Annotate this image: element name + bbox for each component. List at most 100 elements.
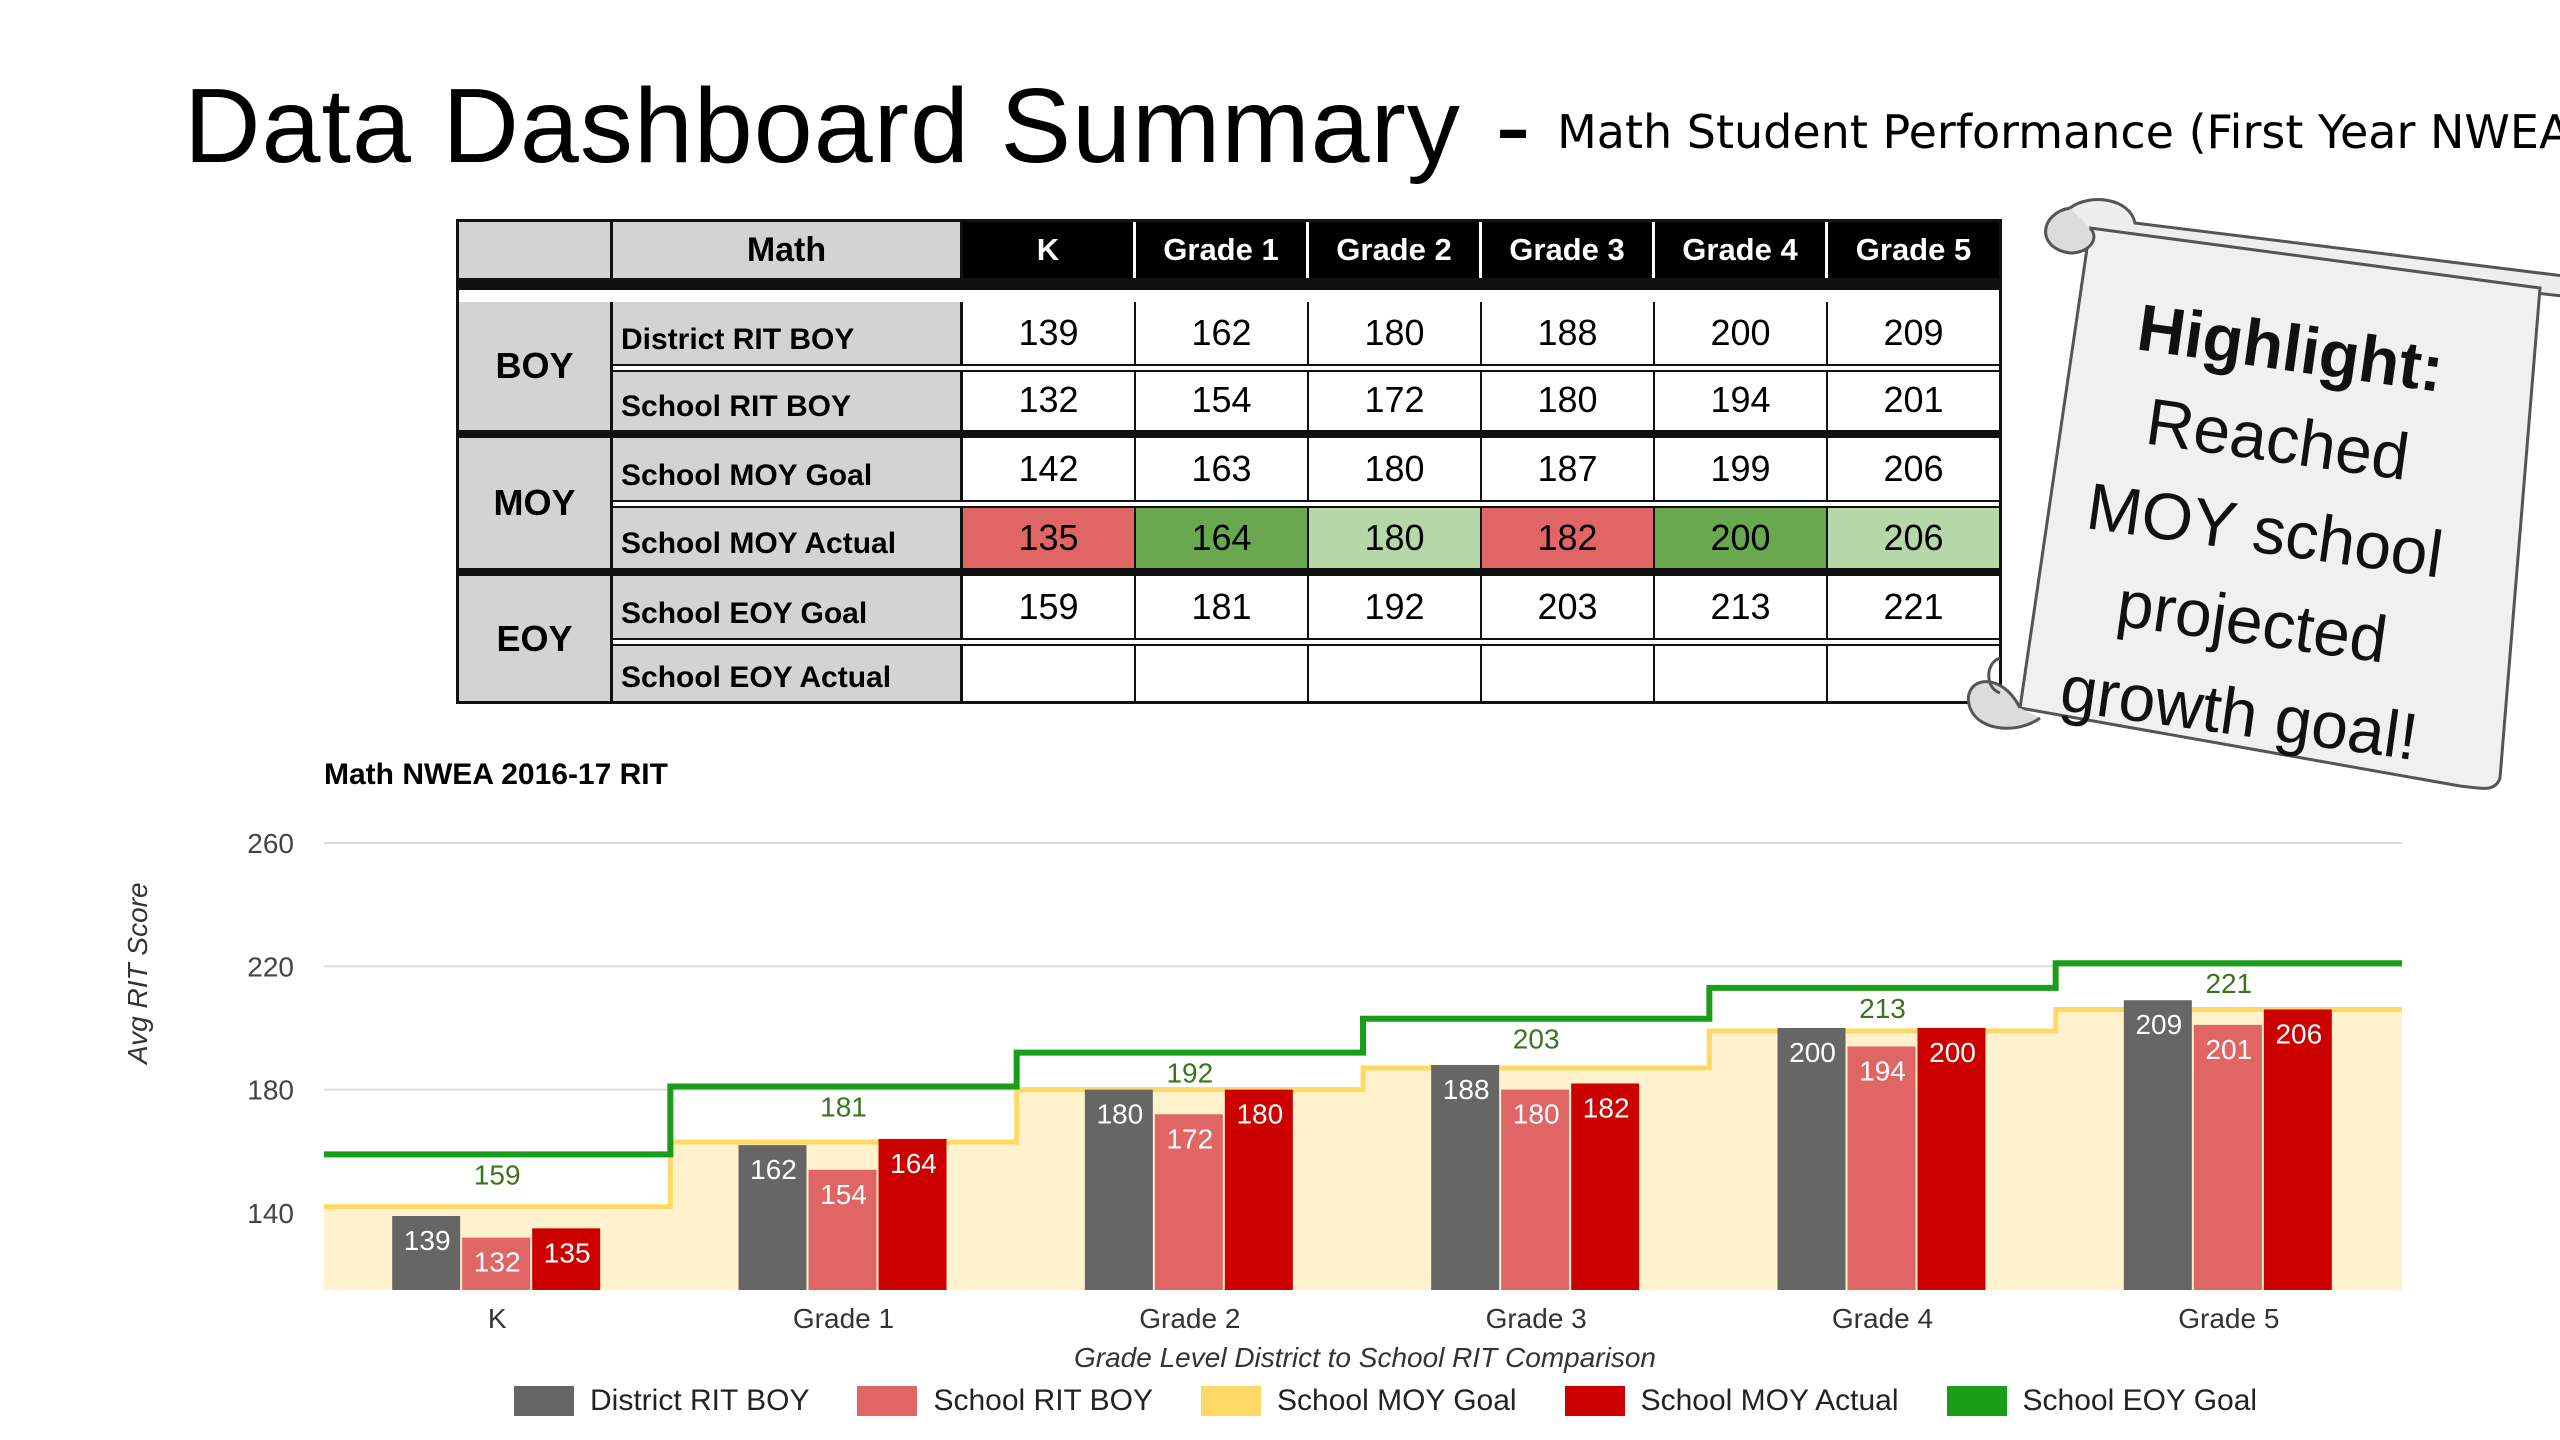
table-cell: 135	[963, 508, 1136, 568]
scroll-graphic	[1966, 198, 2560, 790]
performance-table: Math K Grade 1 Grade 2 Grade 3 Grade 4 G…	[456, 219, 2002, 704]
x-tick-label: K	[488, 1303, 507, 1334]
row-label: School MOY Actual	[613, 506, 963, 568]
table-cell: 172	[1309, 370, 1482, 430]
column-header: Grade 2	[1309, 222, 1482, 278]
data-label: 206	[2275, 1018, 2322, 1049]
table-cell: 180	[1309, 438, 1482, 500]
table-cell: 180	[1309, 302, 1482, 364]
data-label: 201	[2205, 1034, 2252, 1065]
y-tick-label: 140	[247, 1198, 294, 1229]
y-tick-label: 220	[247, 951, 294, 982]
table-cell: 192	[1309, 576, 1482, 638]
data-label: 172	[1166, 1123, 1213, 1154]
y-axis-label: Avg RIT Score	[122, 882, 153, 1064]
legend-item: School MOY Goal	[1201, 1384, 1517, 1418]
x-tick-label: Grade 1	[793, 1303, 894, 1334]
table-cell: 154	[1136, 370, 1309, 430]
table-cell: 162	[1136, 302, 1309, 364]
legend-swatch	[1564, 1386, 1625, 1416]
table-cell: 188	[1482, 302, 1655, 364]
x-tick-label: Grade 2	[1139, 1303, 1240, 1334]
data-label: 188	[1443, 1074, 1490, 1105]
chart-legend: District RIT BOY School RIT BOY School MOY…	[514, 1384, 2305, 1418]
bar-school-rit-boy	[2193, 1024, 2262, 1290]
table-corner-label: Math	[613, 222, 963, 278]
row-label: School EOY Goal	[613, 576, 963, 638]
bar-district-rit-boy	[1777, 1027, 1846, 1290]
x-tick-label: Grade 4	[1832, 1303, 1933, 1334]
data-label: 132	[474, 1247, 521, 1278]
table-cell: 181	[1136, 576, 1309, 638]
table-cell	[1136, 646, 1309, 701]
data-label: 200	[1789, 1037, 1836, 1068]
column-header: Grade 3	[1482, 222, 1655, 278]
legend-label: School RIT BOY	[933, 1384, 1154, 1417]
table-cell	[963, 646, 1136, 701]
group-label-boy: BOY	[459, 302, 613, 430]
bar-school-moy-actual	[532, 1228, 601, 1290]
bar-district-rit-boy	[738, 1145, 807, 1290]
bar-school-moy-actual	[878, 1138, 947, 1290]
legend-label: School EOY Goal	[2022, 1384, 2258, 1417]
legend-swatch	[514, 1386, 574, 1416]
bar-school-rit-boy	[462, 1237, 531, 1290]
page-subtitle: Math Student Performance (First Year NWE…	[1557, 105, 2560, 159]
table-cell: 180	[1309, 508, 1482, 568]
table-cell	[1309, 646, 1482, 701]
legend-label: District RIT BOY	[590, 1384, 810, 1417]
table-cell: 206	[1883, 448, 1944, 489]
data-label: 194	[1859, 1055, 1906, 1086]
eoy-goal-label: 203	[1513, 1024, 1560, 1055]
eoy-goal-label: 159	[474, 1159, 521, 1190]
x-tick-label: Grade 3	[1486, 1303, 1587, 1334]
bar-school-rit-boy	[1501, 1089, 1570, 1290]
bar-district-rit-boy	[1431, 1064, 1500, 1290]
table-cell: 221	[1883, 586, 1944, 627]
data-label: 209	[2135, 1009, 2182, 1040]
bar-district-rit-boy	[392, 1216, 461, 1290]
table-cell: 200	[1655, 302, 1828, 364]
header-divider	[459, 278, 1999, 290]
x-axis-title: Grade Level District to School RIT Compa…	[1074, 1342, 1656, 1373]
eoy-goal-label: 192	[1166, 1058, 1213, 1089]
data-label: 135	[544, 1237, 591, 1268]
data-label: 180	[1236, 1099, 1283, 1130]
eoy-goal-line	[324, 960, 2402, 1158]
data-label: 200	[1929, 1037, 1976, 1068]
table-cell	[1482, 646, 1655, 701]
data-label: 139	[404, 1225, 451, 1256]
table-cell: 164	[1136, 508, 1309, 568]
page-title-row: Data Dashboard Summary - Math Student Pe…	[184, 66, 2560, 187]
bar-school-rit-boy	[808, 1169, 877, 1290]
table-cell: 203	[1482, 576, 1655, 638]
bar-district-rit-boy	[1084, 1089, 1153, 1290]
bar-school-moy-actual	[2263, 1009, 2332, 1290]
column-header: Grade 5	[1828, 222, 1999, 278]
table-cell: 159	[963, 576, 1136, 638]
data-label: 182	[1583, 1092, 1630, 1123]
bar-school-moy-actual	[1571, 1083, 1640, 1290]
legend-label: School MOY Goal	[1277, 1384, 1517, 1417]
bar-school-rit-boy	[1154, 1114, 1223, 1290]
table-cell: 182	[1482, 508, 1655, 568]
legend-item: School RIT BOY	[857, 1384, 1153, 1418]
data-label: 154	[820, 1179, 867, 1210]
bar-school-moy-actual	[1917, 1027, 1986, 1290]
title-separator: -	[1495, 67, 1531, 185]
legend-swatch	[1946, 1386, 2007, 1416]
table-cell: 187	[1482, 438, 1655, 500]
data-label: 164	[890, 1148, 937, 1179]
chart-title: Math NWEA 2016-17 RIT	[324, 758, 668, 791]
bar-school-rit-boy	[1847, 1046, 1916, 1290]
row-label: District RIT BOY	[613, 302, 963, 364]
column-header: Grade 1	[1136, 222, 1309, 278]
table-cell: 142	[963, 438, 1136, 500]
table-cell: 209	[1883, 312, 1944, 353]
legend-item: District RIT BOY	[514, 1384, 809, 1418]
y-tick-label: 180	[247, 1075, 294, 1106]
legend-label: School MOY Actual	[1640, 1384, 1899, 1417]
table-cell: 213	[1655, 576, 1828, 638]
legend-swatch	[857, 1386, 918, 1416]
